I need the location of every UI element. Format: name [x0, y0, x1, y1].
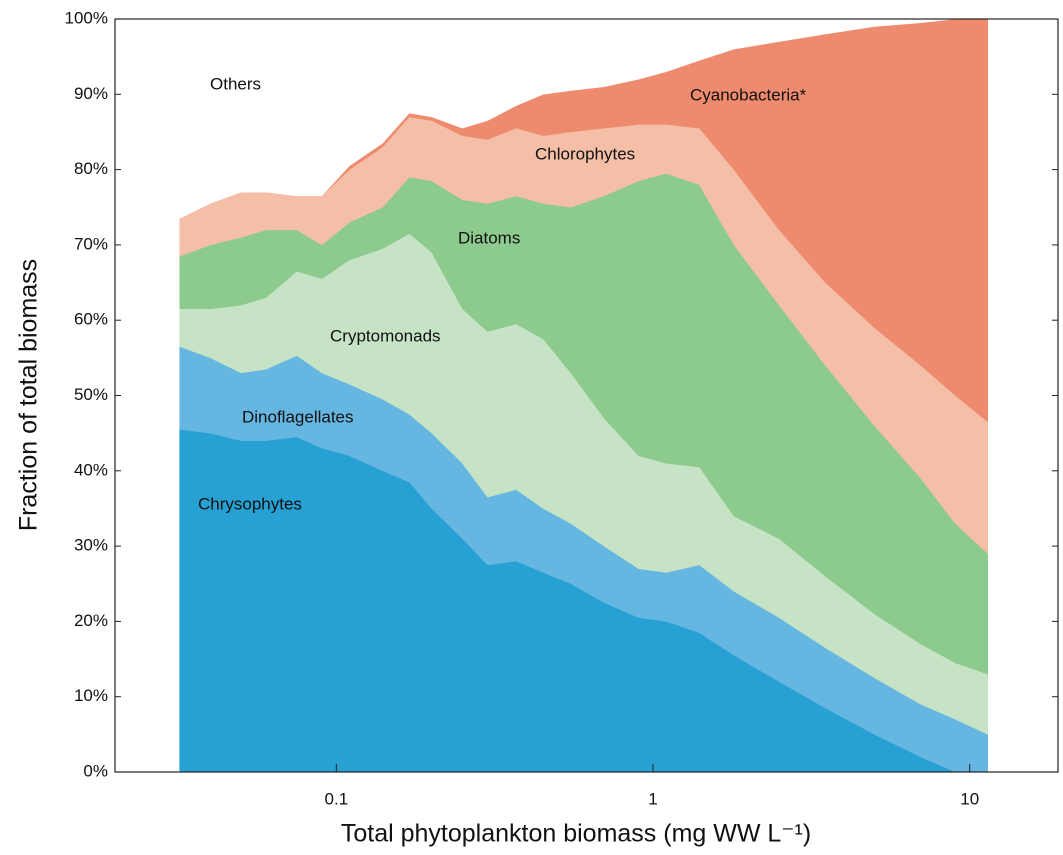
y-tick-label: 10% — [74, 686, 108, 705]
y-tick-label: 80% — [74, 159, 108, 178]
series-label: Chlorophytes — [535, 144, 635, 163]
x-tick-label: 1 — [648, 789, 657, 808]
y-tick-label: 50% — [74, 385, 108, 404]
areas — [179, 18, 988, 773]
series-label: Diatoms — [458, 228, 520, 247]
y-tick-label: 60% — [74, 310, 108, 329]
y-axis-title: Fraction of total biomass — [15, 259, 43, 531]
y-tick-label: 0% — [83, 761, 108, 780]
y-tick-label: 30% — [74, 536, 108, 555]
series-label: Others — [210, 74, 261, 93]
series-label: Chrysophytes — [198, 494, 302, 513]
y-tick-label: 40% — [74, 460, 108, 479]
x-axis-title: Total phytoplankton biomass (mg WW L⁻¹) — [341, 820, 811, 848]
series-label: Cryptomonads — [330, 326, 441, 345]
x-tick-label: 10 — [960, 789, 979, 808]
y-tick-label: 90% — [74, 84, 108, 103]
x-tick-label: 0.1 — [325, 789, 349, 808]
y-tick-label: 100% — [65, 8, 108, 27]
y-tick-label: 20% — [74, 611, 108, 630]
series-label: Dinoflagellates — [242, 407, 354, 426]
series-label: Cyanobacteria* — [690, 85, 807, 104]
y-tick-label: 70% — [74, 234, 108, 253]
